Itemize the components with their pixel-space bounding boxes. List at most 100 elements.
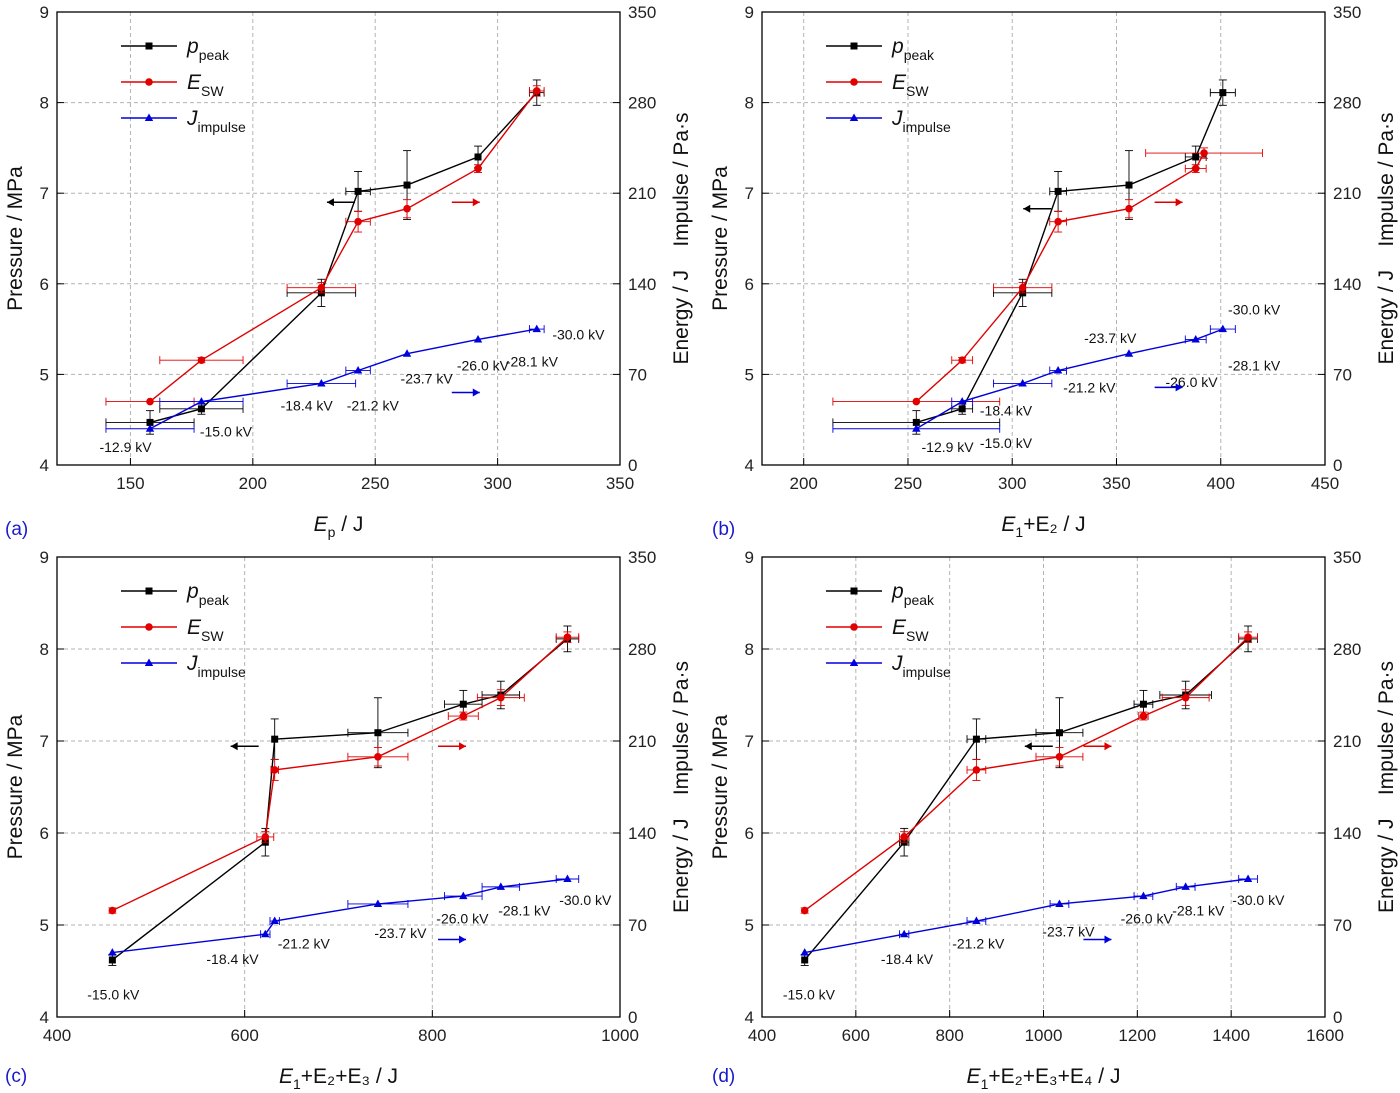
voltage-annotation: -18.4 kV	[881, 951, 934, 967]
data-point-J_impulse	[402, 349, 412, 357]
voltage-annotation: -18.4 kV	[281, 397, 334, 413]
data-point-E_SW	[532, 87, 541, 95]
x-tick-label: 200	[239, 474, 267, 493]
legend-marker	[144, 658, 154, 666]
y-right-tick-label: 350	[628, 548, 656, 567]
axis-indicator-arrow	[1083, 742, 1112, 751]
voltage-annotation: -21.2 kV	[278, 935, 331, 951]
data-point-E_SW	[459, 712, 468, 720]
y-left-tick-label: 5	[745, 916, 754, 935]
arrow-head	[1104, 742, 1112, 751]
x-tick-label: 1000	[1025, 1026, 1063, 1045]
data-point-p_peak	[197, 405, 205, 413]
data-point-p_peak	[1192, 153, 1200, 161]
series-line-E_SW	[804, 636, 1249, 912]
panel-d: 400 600 800 1000 1200 1400 1600 4 5 6 7 8 9 0 70 140 210…	[709, 548, 1398, 1092]
y-left-axis-label: Pressure / MPa	[709, 714, 732, 859]
x-tick-label: 350	[1102, 474, 1130, 493]
series-J_impulse	[108, 874, 580, 956]
legend-marker	[145, 78, 153, 86]
y-right-tick-label: 70	[628, 916, 647, 935]
y-right-tick-label: 70	[1333, 916, 1352, 935]
data-point-p_peak	[1125, 181, 1133, 189]
panel-label: (c)	[5, 1066, 27, 1087]
x-tick-label: 800	[418, 1026, 446, 1045]
legend-entry: ESW	[187, 616, 224, 644]
arrow-head	[472, 388, 480, 397]
data-point-J_impulse	[563, 874, 572, 882]
data-point-J_impulse	[317, 378, 326, 387]
series-line-E_SW	[112, 636, 568, 912]
legend-marker	[850, 78, 858, 86]
panel-a: 150 200 250 300 350 4 5 6 7 8 9 0 70 140 210 280 350 Pres…	[4, 3, 693, 540]
voltage-annotation: -26.0 kV	[436, 910, 489, 926]
arrow-head	[1104, 935, 1112, 944]
legend-entry: ppeak	[891, 580, 935, 608]
y-right-tick-label: 140	[1333, 275, 1361, 294]
data-point-E_SW	[474, 164, 482, 173]
voltage-annotation: -18.4 kV	[206, 951, 259, 967]
arrow-head	[1175, 198, 1183, 207]
plot-frame	[761, 11, 1326, 466]
data-point-E_SW	[1018, 283, 1027, 292]
y-left-tick-label: 8	[745, 640, 754, 659]
legend-marker	[145, 623, 153, 631]
data-point-J_impulse	[912, 424, 921, 432]
y-right-tick-label: 210	[628, 184, 656, 203]
data-point-J_impulse	[108, 948, 117, 956]
legend-marker	[145, 587, 153, 595]
y-right-tick-label: 140	[628, 824, 656, 843]
data-point-p_peak	[912, 418, 920, 426]
x-tick-label: 250	[361, 474, 389, 493]
y-left-tick-label: 5	[40, 365, 49, 384]
y-left-tick-label: 9	[745, 3, 754, 22]
x-tick-label: 1200	[1118, 1026, 1156, 1045]
data-point-p_peak	[474, 153, 482, 161]
data-point-J_impulse	[1055, 899, 1064, 907]
voltage-annotation: -30.0 kV	[1232, 892, 1285, 908]
y-right-tick-label: 210	[1333, 184, 1361, 203]
series-J_impulse	[105, 324, 545, 433]
y-left-tick-label: 6	[745, 275, 754, 294]
y-right-tick-label: 280	[1333, 640, 1361, 659]
legend-entry: ESW	[187, 71, 224, 99]
voltage-annotation: -21.2 kV	[1063, 379, 1116, 395]
legend-entry: Jimpulse	[891, 107, 951, 135]
voltage-annotation: -28.1 kV	[1172, 903, 1225, 919]
y-right-axis-label: Energy / J Impulse / Pa·s	[1375, 112, 1398, 364]
data-point-E_SW	[497, 693, 505, 702]
y-right-tick-label: 140	[628, 275, 656, 294]
data-point-E_SW	[1139, 712, 1148, 720]
legend-entry: ppeak	[186, 580, 230, 608]
axis-indicator-arrow	[1154, 383, 1183, 392]
voltage-annotation: -23.7 kV	[1084, 330, 1137, 346]
data-point-J_impulse	[459, 891, 468, 900]
data-point-J_impulse	[1018, 378, 1027, 387]
data-point-J_impulse	[197, 397, 206, 405]
y-right-tick-label: 0	[1333, 1008, 1342, 1027]
data-point-E_SW	[261, 833, 270, 841]
data-point-J_impulse	[145, 424, 155, 432]
plot-frame	[56, 11, 621, 466]
data-point-E_SW	[900, 833, 908, 841]
voltage-annotation: -12.9 kV	[99, 439, 152, 455]
y-left-tick-label: 9	[40, 548, 49, 567]
x-tick-label: 450	[1311, 474, 1339, 493]
panel-label: (b)	[712, 519, 735, 540]
y-left-tick-label: 7	[745, 732, 754, 751]
data-point-p_peak	[1139, 700, 1147, 708]
y-left-tick-label: 5	[40, 916, 49, 935]
x-tick-label: 150	[116, 474, 144, 493]
voltage-annotation: -12.9 kV	[922, 439, 975, 455]
x-tick-label: 600	[842, 1026, 870, 1045]
data-point-E_SW	[1055, 752, 1064, 761]
y-right-tick-label: 280	[628, 640, 656, 659]
x-tick-label: 400	[43, 1026, 71, 1045]
legend-entry: Jimpulse	[186, 652, 246, 680]
data-point-E_SW	[146, 397, 154, 406]
x-axis-label: E1+E₂ / J	[1001, 513, 1085, 540]
x-tick-label: 400	[1207, 474, 1235, 493]
voltage-annotation: -21.2 kV	[952, 935, 1005, 951]
axis-indicator-arrow	[326, 198, 355, 207]
legend-marker	[145, 42, 153, 50]
